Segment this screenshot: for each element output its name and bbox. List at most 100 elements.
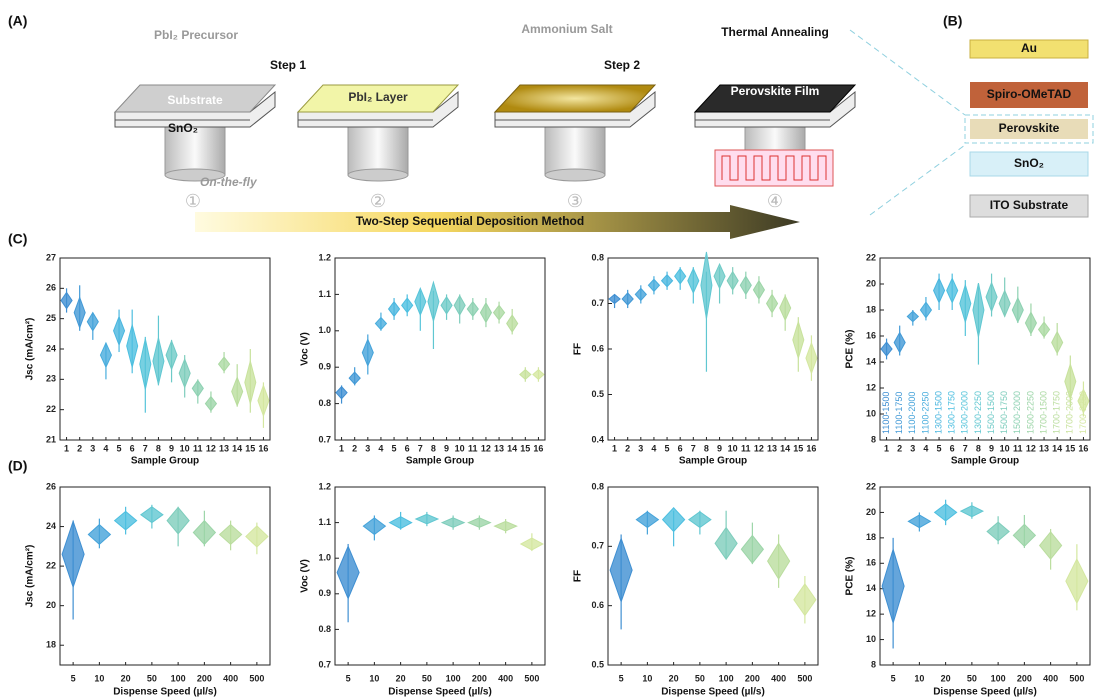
step-number: ④ (767, 191, 783, 211)
group-label: 1100-1750 (894, 392, 904, 434)
y-axis-label: FF (573, 570, 584, 582)
x-tick-label: 11 (468, 443, 478, 453)
y-tick-label: 12 (866, 382, 876, 392)
pillar-base (545, 169, 605, 181)
violin (780, 296, 791, 320)
panel-label: (D) (8, 458, 27, 474)
y-axis-label: PCE (%) (845, 330, 856, 369)
x-tick-label: 200 (472, 673, 487, 683)
x-tick-label: 14 (780, 443, 790, 453)
y-tick-label: 20 (866, 507, 876, 517)
violin (609, 294, 620, 303)
x-axis-label: Sample Group (951, 456, 1019, 467)
y-tick-label: 22 (46, 560, 56, 570)
layer-label: Spiro-OMeTAD (987, 87, 1072, 101)
label: Step 2 (604, 58, 640, 72)
x-tick-label: 2 (352, 443, 357, 453)
violin (467, 302, 478, 317)
violin (622, 293, 633, 305)
x-tick-label: 13 (767, 443, 777, 453)
violin (688, 269, 699, 293)
violin (1013, 524, 1035, 546)
y-tick-label: 26 (46, 283, 56, 293)
violin (794, 584, 816, 616)
x-tick-label: 2 (897, 443, 902, 453)
x-axis-label: Dispense Speed (µl/s) (113, 687, 217, 698)
violin (610, 538, 632, 601)
y-tick-label: 0.7 (318, 434, 331, 444)
x-tick-label: 500 (797, 673, 812, 683)
x-tick-label: 14 (232, 443, 242, 453)
label: On-the-fly (200, 175, 258, 189)
violin (767, 294, 778, 312)
x-tick-label: 8 (431, 443, 436, 453)
violin (507, 315, 518, 332)
step-number: ③ (567, 191, 583, 211)
violin (114, 317, 125, 345)
violin (349, 372, 360, 384)
violin (961, 506, 983, 517)
x-tick-label: 1 (884, 443, 889, 453)
x-tick-label: 400 (498, 673, 513, 683)
y-tick-label: 0.9 (318, 362, 331, 372)
violin (1039, 322, 1050, 337)
x-tick-label: 200 (745, 673, 760, 683)
violin (61, 292, 72, 308)
plot-frame (608, 258, 818, 440)
x-tick-label: 6 (950, 443, 955, 453)
x-tick-label: 15 (245, 443, 255, 453)
violin (258, 385, 269, 415)
y-tick-label: 21 (46, 434, 56, 444)
y-tick-label: 0.4 (591, 434, 604, 444)
y-tick-label: 0.7 (318, 659, 331, 669)
pillar (348, 125, 408, 175)
violin (714, 264, 725, 288)
x-tick-label: 4 (378, 443, 383, 453)
x-tick-label: 16 (1078, 443, 1088, 453)
x-tick-label: 400 (223, 673, 238, 683)
violin (768, 543, 790, 579)
y-tick-label: 0.6 (591, 343, 604, 353)
violin (363, 518, 385, 535)
y-tick-label: 20 (46, 600, 56, 610)
violin (375, 317, 386, 329)
x-axis-label: Dispense Speed (µl/s) (933, 687, 1037, 698)
violin (480, 303, 491, 322)
violin (336, 387, 347, 399)
pillar-base (348, 169, 408, 181)
group-label: 1700-1500 (1038, 391, 1048, 434)
x-tick-label: 5 (392, 443, 397, 453)
x-tick-label: 500 (524, 673, 539, 683)
violin (232, 377, 243, 405)
x-axis-label: Sample Group (131, 456, 199, 467)
y-tick-label: 1.1 (318, 517, 331, 527)
plot-frame (60, 258, 270, 440)
violin (882, 549, 904, 623)
y-tick-label: 14 (866, 583, 876, 593)
x-tick-label: 16 (258, 443, 268, 453)
violin (675, 269, 686, 284)
violin (389, 302, 400, 317)
label: Step 1 (270, 58, 306, 72)
x-tick-label: 5 (665, 443, 670, 453)
x-tick-label: 2 (77, 443, 82, 453)
group-label: 1500-1500 (986, 391, 996, 434)
y-tick-label: 18 (46, 640, 56, 650)
violin (442, 518, 464, 527)
violin (1052, 332, 1063, 354)
violin (246, 526, 268, 547)
x-tick-label: 4 (923, 443, 928, 453)
violin (741, 535, 763, 563)
x-tick-label: 16 (806, 443, 816, 453)
violin (62, 521, 84, 587)
x-tick-label: 10 (180, 443, 190, 453)
x-tick-label: 16 (533, 443, 543, 453)
layer-label: ITO Substrate (990, 198, 1069, 212)
violin (715, 528, 737, 560)
x-tick-label: 14 (1052, 443, 1062, 453)
dash-line (850, 30, 965, 115)
x-tick-label: 10 (94, 673, 104, 683)
violin (1040, 532, 1062, 559)
x-axis-label: Dispense Speed (µl/s) (388, 687, 492, 698)
x-tick-label: 10 (369, 673, 379, 683)
